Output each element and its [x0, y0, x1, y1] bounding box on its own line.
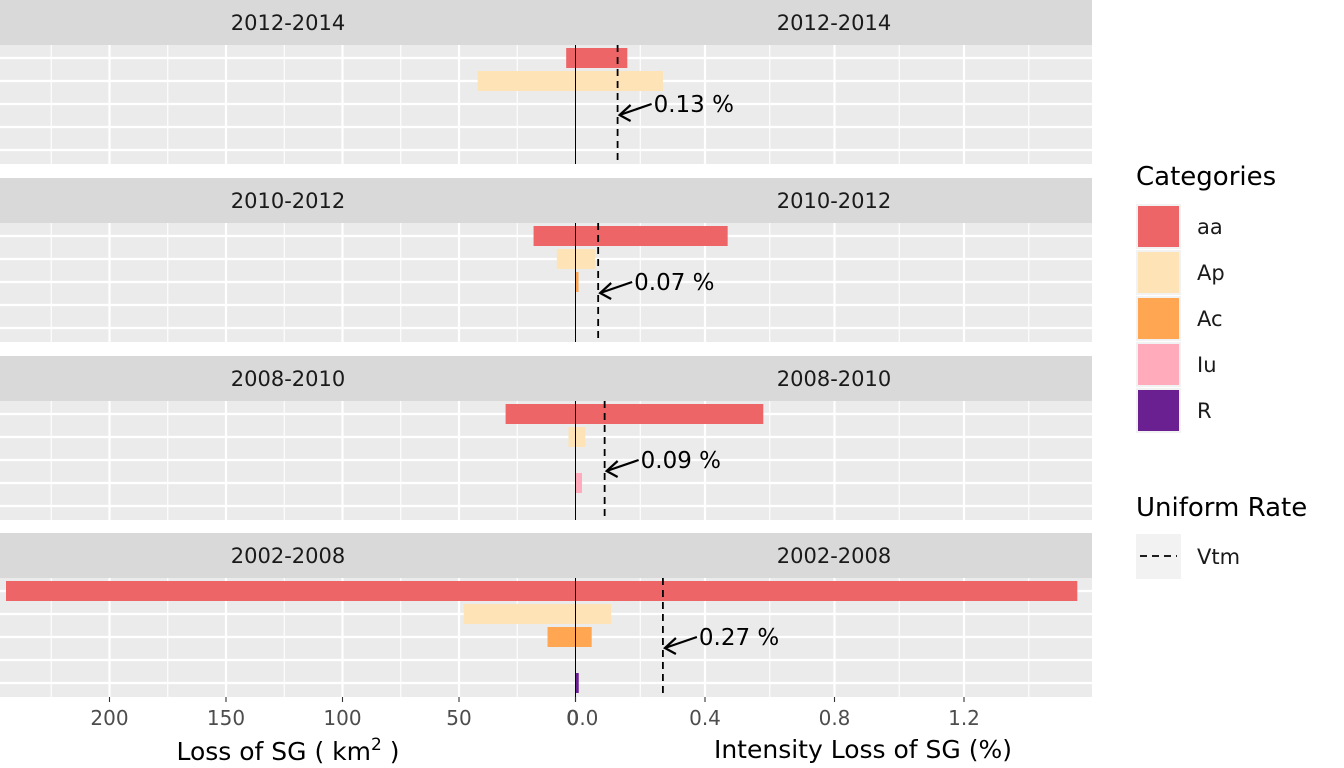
- legend-label: aa: [1197, 215, 1223, 239]
- facet-strip: [0, 0, 1092, 45]
- bar-loss-Ap: [556, 249, 576, 269]
- bar-loss-aa: [566, 48, 576, 68]
- facet-strip: [0, 178, 1092, 223]
- tick-label: 0.0: [567, 706, 599, 730]
- bar-intensity-aa: [575, 581, 1078, 601]
- legend-label: Ac: [1197, 307, 1223, 331]
- legend-key-Ac: [1138, 298, 1179, 339]
- bar-intensity-Ac: [575, 627, 592, 647]
- bar-intensity-aa: [575, 226, 728, 246]
- tick-label: 0: [566, 706, 579, 730]
- bar-loss-Ap: [477, 71, 576, 91]
- bar-intensity-Iu: [575, 473, 582, 493]
- legend-label: Iu: [1197, 353, 1217, 377]
- bar-loss-Ap: [463, 604, 576, 624]
- legend-label: R: [1197, 399, 1212, 423]
- facet-label-left: 2002-2008: [231, 544, 345, 568]
- facet-label-right: 2008-2010: [777, 367, 891, 391]
- tick-label: 200: [90, 706, 128, 730]
- uniform-rate-label: 0.09 %: [641, 448, 721, 474]
- annotation-arrow: [599, 280, 633, 295]
- legend-key-Iu: [1138, 344, 1179, 385]
- tick-label: 1.2: [948, 706, 980, 730]
- bar-loss-aa: [533, 226, 576, 246]
- annotation-arrow: [664, 635, 698, 650]
- bar-intensity-Ap: [575, 71, 663, 91]
- annotation-arrow: [619, 102, 652, 117]
- annotation-arrowhead: [663, 637, 677, 655]
- bar-intensity-Ap: [575, 249, 595, 269]
- tick-label: 100: [323, 706, 361, 730]
- bar-intensity-Ac: [575, 272, 579, 292]
- facet-label-right: 2012-2014: [777, 11, 891, 35]
- legend-key-R: [1138, 390, 1179, 431]
- annotation-arrowhead: [598, 282, 612, 300]
- uniform-rate-label: 0.07 %: [634, 270, 714, 296]
- facet-label-left: 2010-2012: [231, 189, 345, 213]
- legend-key-aa: [1138, 206, 1179, 247]
- facet-label-left: 2012-2014: [231, 11, 345, 35]
- uniform-rate-label: 0.13 %: [654, 92, 734, 118]
- facet-label-left: 2008-2010: [231, 367, 345, 391]
- tick-label: 0.8: [819, 706, 851, 730]
- tick-label: 150: [207, 706, 245, 730]
- facet-label-right: 2010-2012: [777, 189, 891, 213]
- facet-strip: [0, 356, 1092, 401]
- facet-strip: [0, 533, 1092, 578]
- bar-loss-Ap: [568, 427, 576, 447]
- legend-title: Categories: [1136, 162, 1276, 192]
- annotation-arrow: [606, 458, 639, 473]
- legend-line-title: Uniform Rate: [1136, 493, 1307, 523]
- annotation-arrowhead: [604, 460, 619, 478]
- bar-intensity-R: [575, 673, 579, 693]
- bar-loss-aa: [505, 404, 576, 424]
- legend-line-label: Vtm: [1197, 545, 1240, 569]
- axis-title-right: Intensity Loss of SG (%): [714, 735, 1012, 764]
- annotation-arrowhead: [617, 104, 632, 122]
- legend-label: Ap: [1197, 261, 1225, 285]
- bar-loss-aa: [6, 581, 576, 601]
- tick-label: 0.4: [689, 706, 721, 730]
- tick-label: 50: [446, 706, 471, 730]
- bar-intensity-Ap: [575, 427, 586, 447]
- bar-intensity-aa: [575, 48, 628, 68]
- axis-title-left: Loss of SG ( km2 ): [176, 735, 399, 766]
- legend-key-Ap: [1138, 252, 1179, 293]
- bar-intensity-Ap: [575, 604, 612, 624]
- uniform-rate-label: 0.27 %: [699, 625, 779, 651]
- bar-intensity-aa: [575, 404, 764, 424]
- bar-loss-Ac: [547, 627, 576, 647]
- facet-label-right: 2002-2008: [777, 544, 891, 568]
